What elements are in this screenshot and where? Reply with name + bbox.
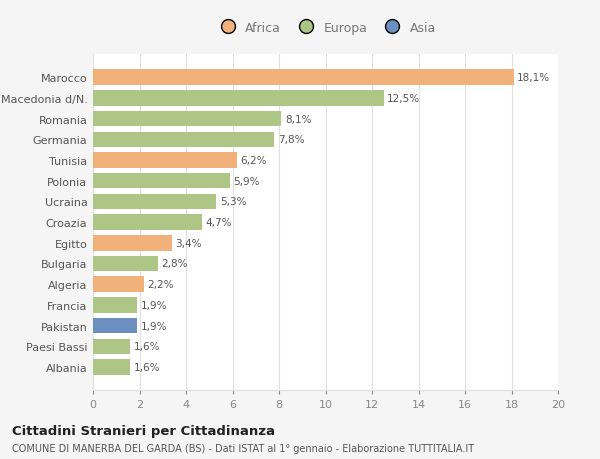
Text: 1,9%: 1,9% bbox=[140, 300, 167, 310]
Text: 1,9%: 1,9% bbox=[140, 321, 167, 331]
Text: 5,9%: 5,9% bbox=[233, 176, 260, 186]
Text: 8,1%: 8,1% bbox=[285, 114, 311, 124]
Bar bbox=[93, 359, 130, 375]
Text: 5,3%: 5,3% bbox=[220, 197, 246, 207]
Bar bbox=[93, 339, 130, 354]
Text: 2,2%: 2,2% bbox=[148, 280, 174, 290]
Bar bbox=[93, 318, 137, 334]
Bar bbox=[93, 174, 230, 189]
Text: 7,8%: 7,8% bbox=[278, 135, 304, 145]
Text: 1,6%: 1,6% bbox=[134, 362, 160, 372]
Bar bbox=[93, 277, 144, 292]
Bar bbox=[93, 132, 274, 148]
Bar bbox=[93, 70, 514, 86]
Text: 3,4%: 3,4% bbox=[176, 238, 202, 248]
Bar bbox=[93, 215, 202, 230]
Text: 12,5%: 12,5% bbox=[387, 94, 420, 104]
Text: 18,1%: 18,1% bbox=[517, 73, 550, 83]
Text: 1,6%: 1,6% bbox=[134, 341, 160, 352]
Text: Cittadini Stranieri per Cittadinanza: Cittadini Stranieri per Cittadinanza bbox=[12, 424, 275, 437]
Text: 2,8%: 2,8% bbox=[161, 259, 188, 269]
Bar bbox=[93, 153, 237, 168]
Bar bbox=[93, 194, 216, 210]
Bar bbox=[93, 112, 281, 127]
Text: COMUNE DI MANERBA DEL GARDA (BS) - Dati ISTAT al 1° gennaio - Elaborazione TUTTI: COMUNE DI MANERBA DEL GARDA (BS) - Dati … bbox=[12, 443, 474, 453]
Bar bbox=[93, 297, 137, 313]
Bar bbox=[93, 91, 383, 106]
Text: 6,2%: 6,2% bbox=[241, 156, 267, 166]
Text: 4,7%: 4,7% bbox=[206, 218, 232, 228]
Legend: Africa, Europa, Asia: Africa, Europa, Asia bbox=[211, 18, 440, 38]
Bar bbox=[93, 235, 172, 251]
Bar bbox=[93, 256, 158, 272]
